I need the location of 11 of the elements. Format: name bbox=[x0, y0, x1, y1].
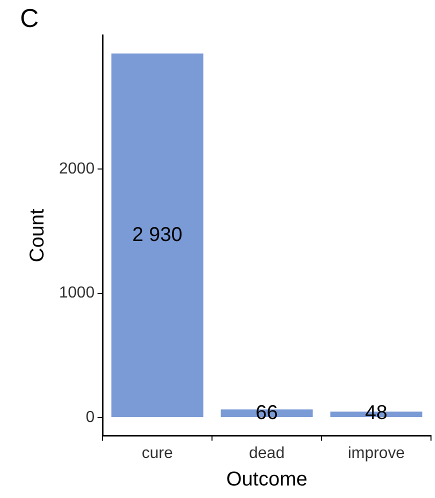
x-tick-label: dead bbox=[249, 444, 285, 462]
y-tick-label: 0 bbox=[86, 408, 95, 426]
y-tick-label: 1000 bbox=[59, 284, 95, 302]
y-axis-title: Count bbox=[26, 208, 49, 262]
bar bbox=[111, 53, 204, 418]
x-axis-title: Outcome bbox=[226, 468, 308, 491]
y-tick-label: 2000 bbox=[59, 160, 95, 178]
x-tick-label: cure bbox=[142, 444, 173, 462]
chart-title: C bbox=[20, 2, 39, 33]
data-label: 2 930 bbox=[132, 224, 182, 246]
x-tick-label: improve bbox=[348, 444, 405, 462]
